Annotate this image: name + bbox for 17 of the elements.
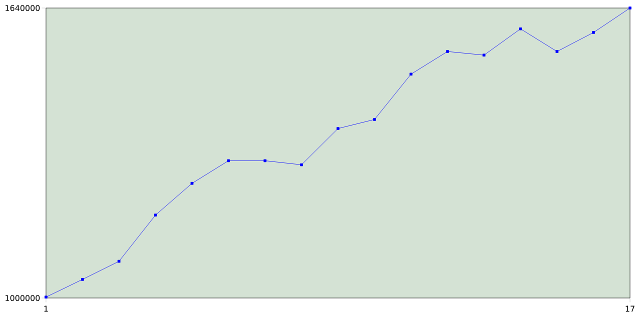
point bbox=[118, 260, 120, 263]
point bbox=[482, 54, 486, 57]
point bbox=[44, 296, 48, 298]
point bbox=[227, 159, 230, 162]
point bbox=[410, 72, 412, 76]
point bbox=[373, 118, 376, 121]
point bbox=[592, 31, 595, 34]
point bbox=[190, 182, 194, 185]
point bbox=[556, 50, 558, 53]
point bbox=[264, 159, 266, 162]
point bbox=[336, 127, 340, 130]
point bbox=[519, 27, 522, 30]
point bbox=[154, 214, 157, 216]
point bbox=[81, 278, 84, 281]
point bbox=[628, 6, 632, 10]
point bbox=[446, 50, 449, 53]
point bbox=[300, 163, 303, 166]
